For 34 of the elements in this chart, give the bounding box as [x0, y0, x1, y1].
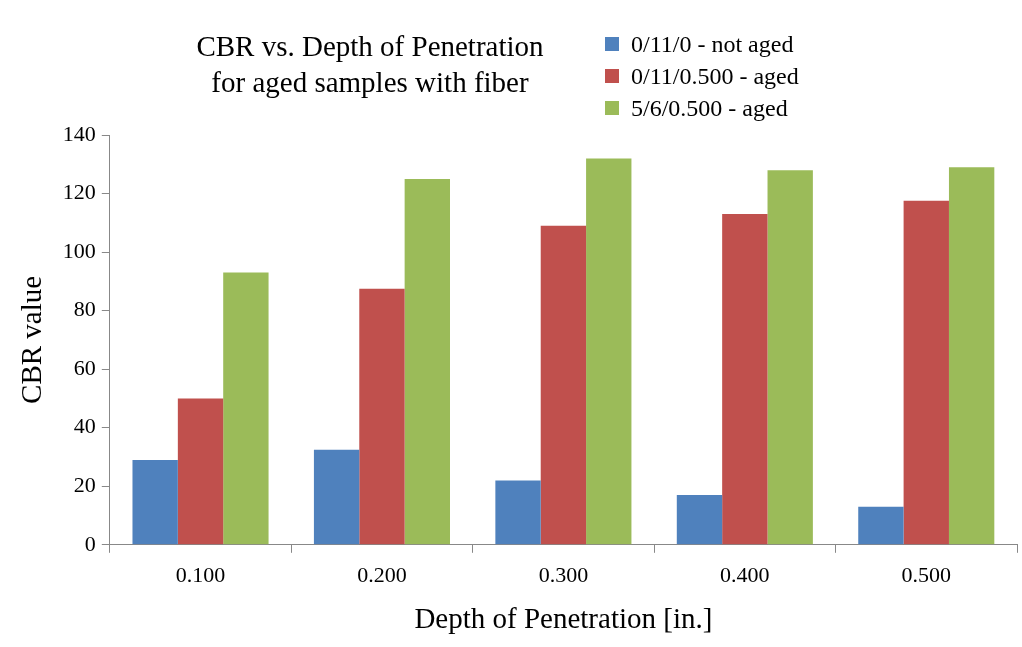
bar [903, 200, 949, 545]
bar [495, 480, 541, 545]
y-tick-label: 100 [62, 237, 96, 263]
legend-label: 0/11/0 - not aged [631, 30, 794, 59]
y-tick-label: 20 [73, 472, 96, 498]
x-tick-label: 0.100 [175, 561, 226, 587]
bar [948, 167, 995, 545]
x-tick-label: 0.400 [720, 561, 770, 587]
bar [722, 214, 768, 545]
y-tick-label: 80 [73, 296, 96, 322]
x-axis-title: Depth of Penetration [in.] [414, 602, 713, 635]
y-axis-title: CBR value [15, 275, 48, 404]
bar [586, 158, 632, 545]
bar [858, 506, 904, 545]
legend-label: 5/6/0.500 - aged [631, 94, 788, 123]
bar [540, 225, 587, 545]
y-tick-label: 120 [62, 179, 96, 205]
x-tick-label: 0.500 [901, 561, 952, 587]
bar [404, 178, 450, 545]
bar [359, 288, 405, 545]
x-tick-label: 0.300 [538, 561, 589, 587]
legend-label: 0/11/0.500 - aged [631, 62, 799, 91]
bar [676, 495, 723, 545]
bar [313, 449, 360, 545]
y-tick-label: 140 [62, 120, 96, 146]
bar [223, 272, 269, 545]
y-tick-label: 0 [84, 530, 96, 556]
y-tick-label: 60 [73, 354, 96, 380]
bar [132, 459, 178, 545]
chart-title: CBR vs. Depth of Penetration for aged samples with fiber [195, 29, 545, 100]
bar [767, 170, 813, 545]
bar [177, 398, 224, 545]
y-tick-label: 40 [73, 413, 96, 439]
x-tick-label: 0.200 [357, 561, 407, 587]
